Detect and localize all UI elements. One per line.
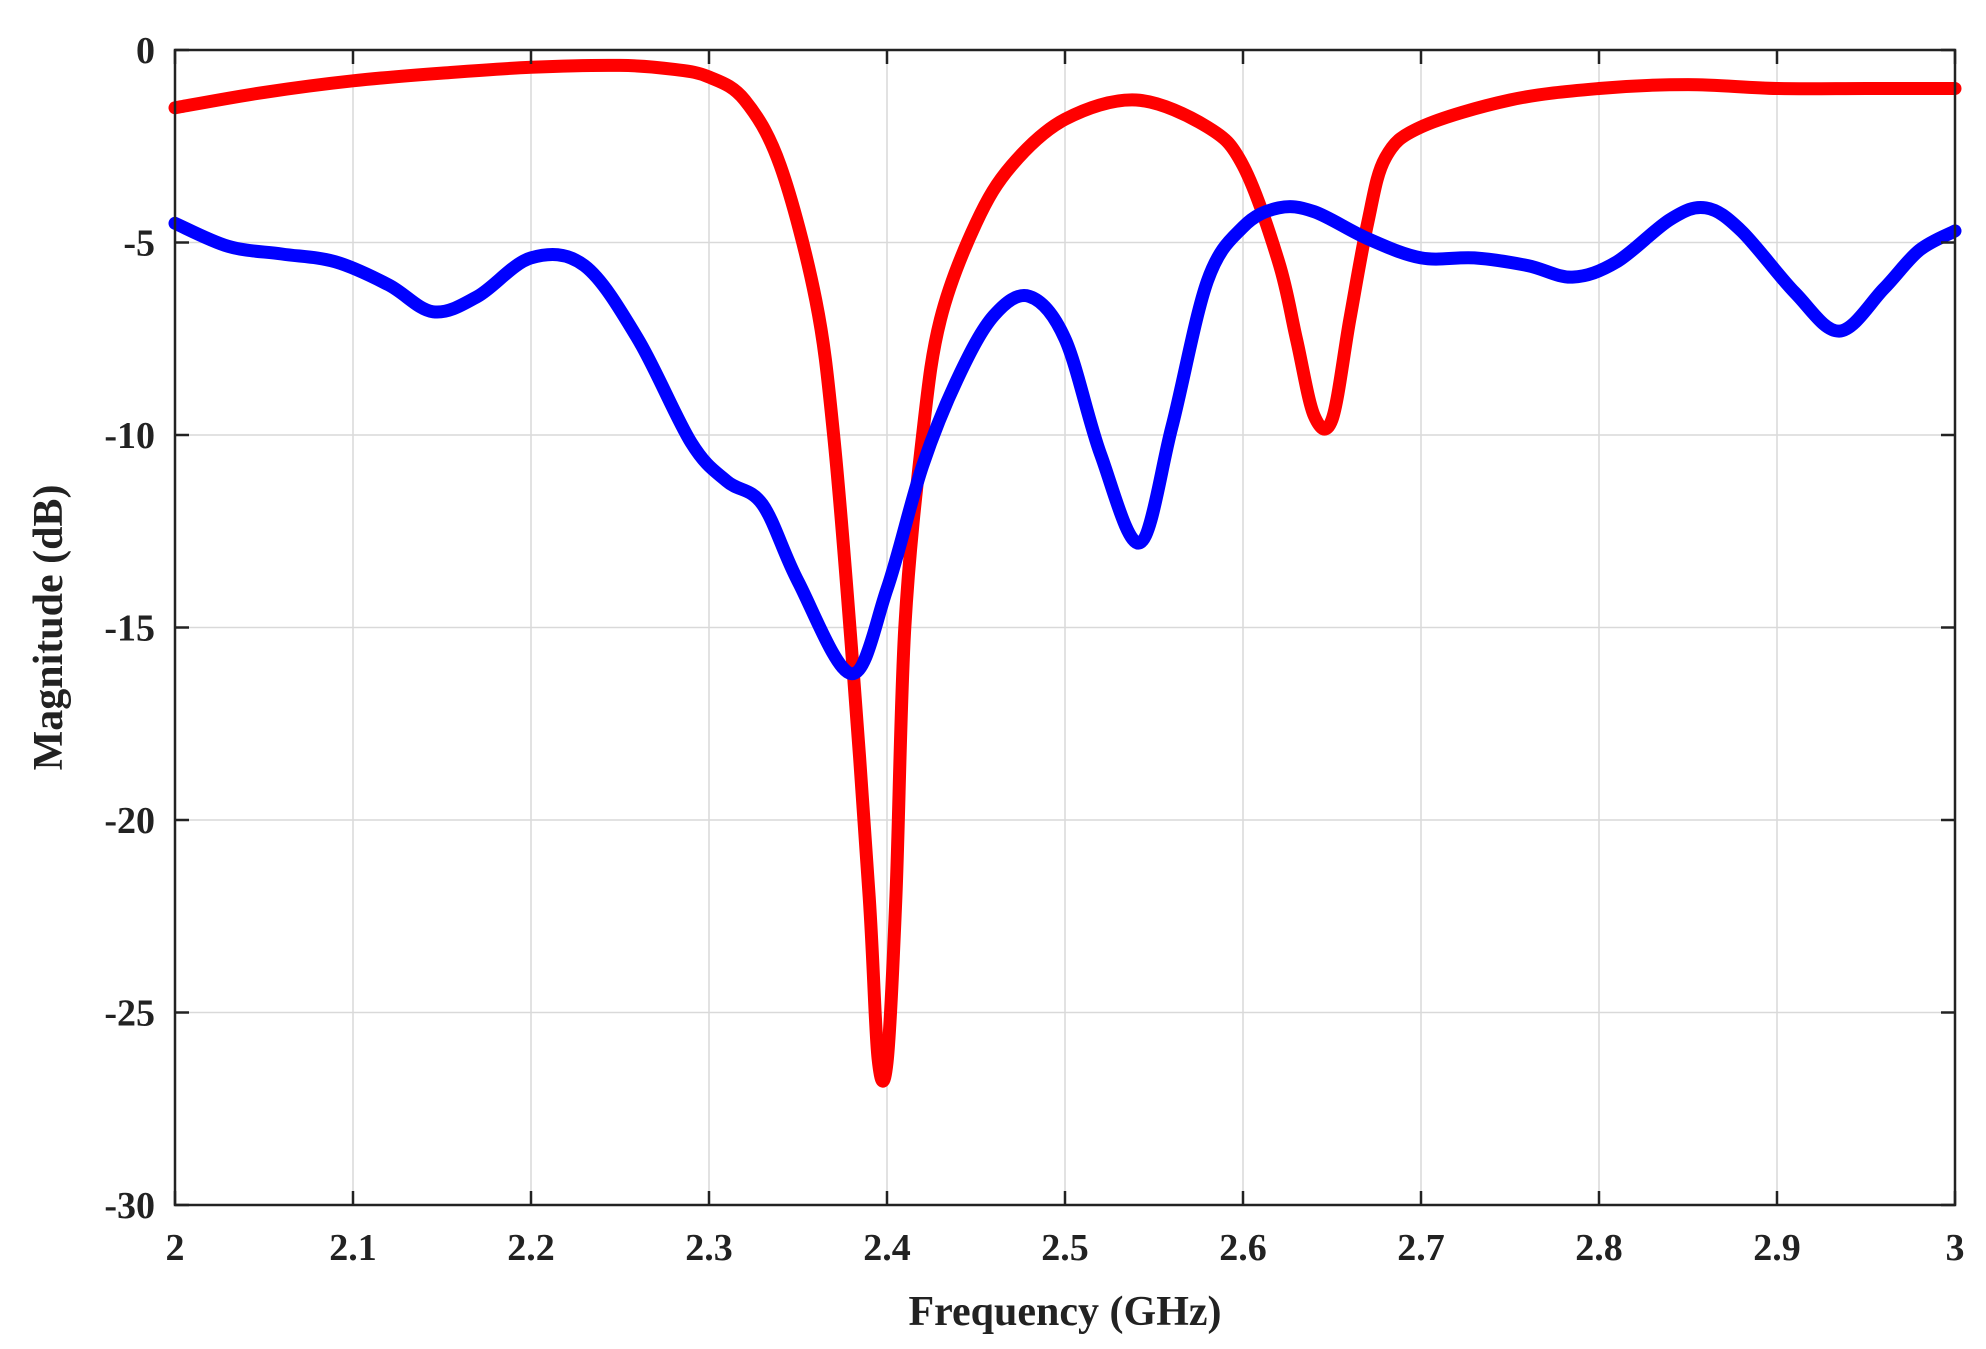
series-layer bbox=[168, 58, 1962, 1088]
y-tick-label: -15 bbox=[104, 608, 155, 650]
ticks bbox=[173, 48, 1957, 1207]
x-tick-label: 2 bbox=[166, 1227, 185, 1269]
y-tick-label: -30 bbox=[104, 1185, 155, 1227]
y-axis-title: Magnitude (dB) bbox=[26, 485, 72, 771]
y-tick-label: -5 bbox=[123, 223, 155, 265]
y-tick-label: 0 bbox=[136, 30, 155, 72]
x-tick-label: 3 bbox=[1946, 1227, 1965, 1269]
series-line-2 bbox=[168, 200, 1962, 681]
y-tick-label: -10 bbox=[104, 415, 155, 457]
grid bbox=[175, 50, 1955, 1205]
x-tick-label: 2.5 bbox=[1041, 1227, 1089, 1269]
x-tick-label: 2.1 bbox=[329, 1227, 377, 1269]
x-tick-label: 2.3 bbox=[685, 1227, 733, 1269]
y-tick-label: -25 bbox=[104, 993, 155, 1035]
series-line-1 bbox=[168, 58, 1962, 1088]
x-tick-label: 2.4 bbox=[863, 1227, 911, 1269]
x-tick-label: 2.8 bbox=[1575, 1227, 1623, 1269]
x-tick-label: 2.9 bbox=[1753, 1227, 1801, 1269]
x-tick-label: 2.2 bbox=[507, 1227, 555, 1269]
tick-labels: 2 2.1 2.2 2.3 2.4 2.5 2.6 2.7 2.8 2.9 3 0 -5 -10 -15 -2… bbox=[104, 30, 1964, 1269]
y-tick-label: -20 bbox=[104, 800, 155, 842]
x-axis-title: Frequency (GHz) bbox=[909, 1289, 1222, 1335]
x-tick-label: 2.7 bbox=[1397, 1227, 1445, 1269]
x-tick-label: 2.6 bbox=[1219, 1227, 1267, 1269]
